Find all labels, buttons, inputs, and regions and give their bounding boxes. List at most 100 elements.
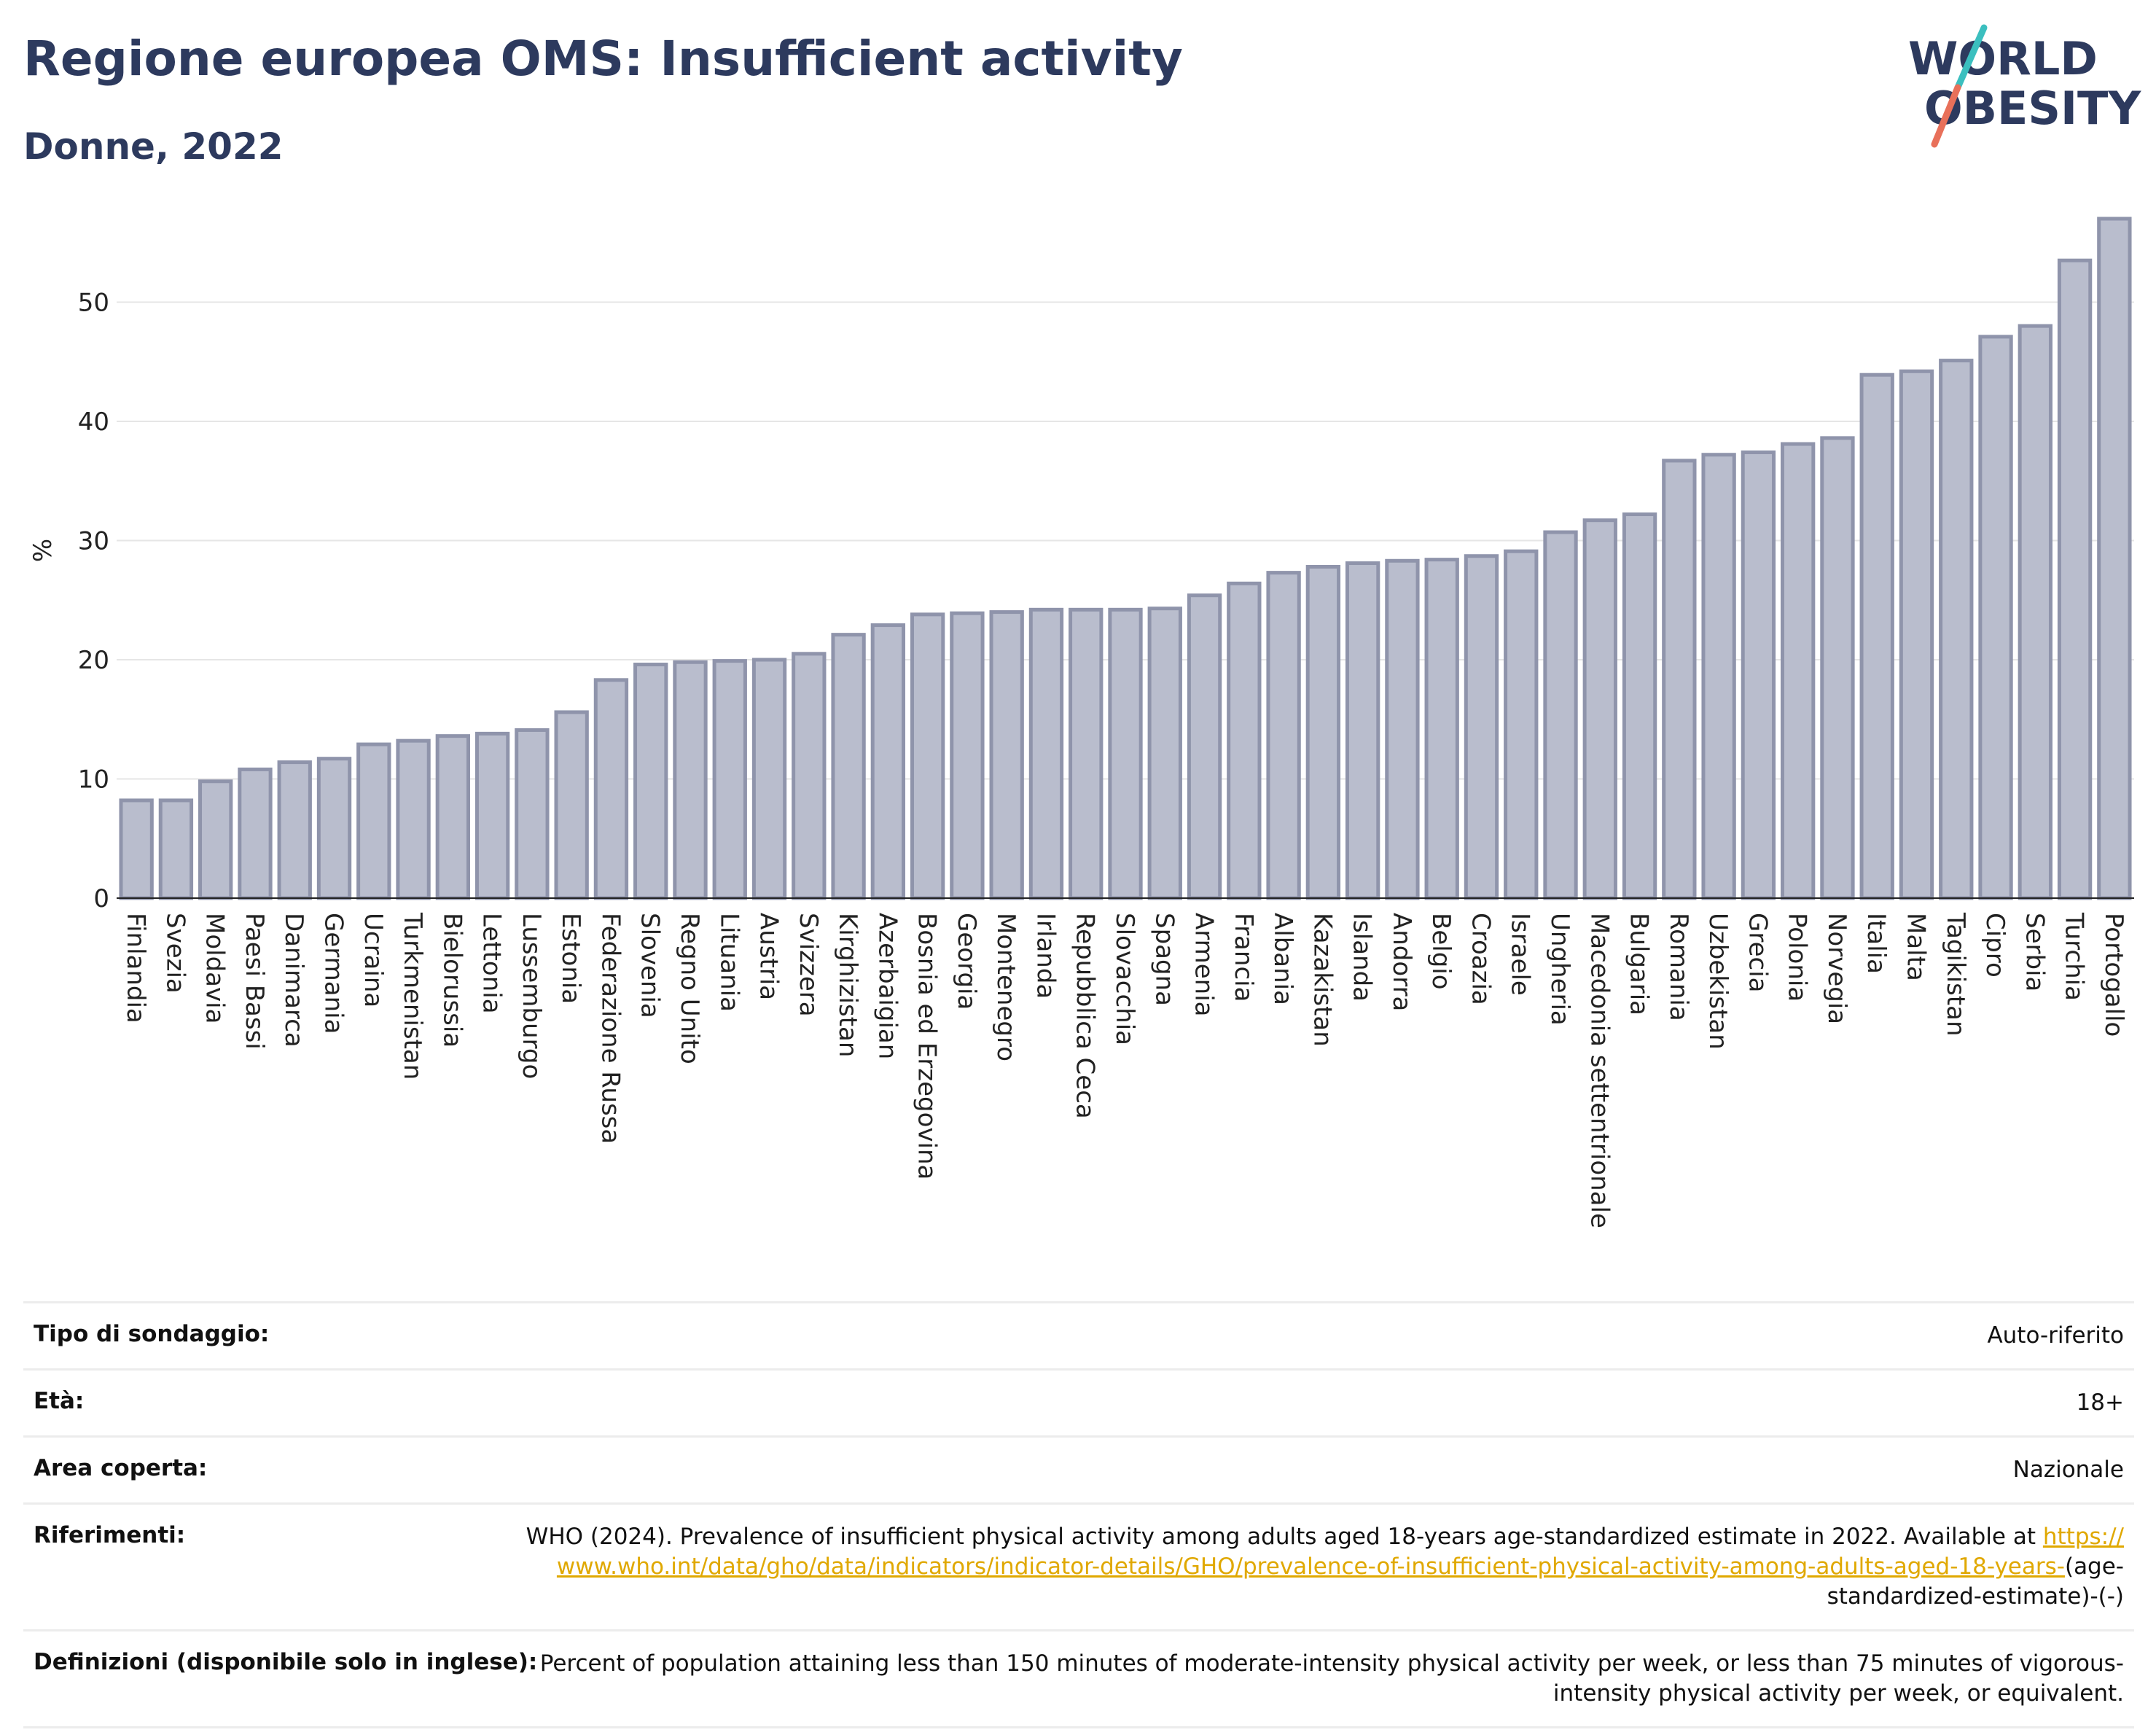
- bar: [593, 678, 629, 900]
- bar: [1978, 335, 2013, 900]
- x-tick-label: Moldavia: [200, 913, 230, 1024]
- bar: [633, 663, 668, 900]
- info-row-definitions: Definizioni (disponibile solo in inglese…: [23, 1629, 2134, 1728]
- references-tail: (age-standardized-estimate)-(-): [1827, 1553, 2124, 1610]
- bar: [1345, 561, 1380, 900]
- x-tick-label: Islanda: [1348, 913, 1377, 1002]
- x-tick-label: Italia: [1862, 913, 1891, 974]
- bar: [1543, 530, 1578, 900]
- x-tick-label: Albania: [1268, 913, 1297, 1005]
- info-label: Tipo di sondaggio:: [34, 1321, 270, 1347]
- bar: [1227, 581, 1262, 900]
- x-tick-label: Finlandia: [121, 913, 150, 1024]
- x-tick-label: Macedonia settentrionale: [1585, 913, 1614, 1228]
- x-tick-label: Andorra: [1387, 913, 1416, 1011]
- bar: [1859, 373, 1894, 900]
- bar: [1424, 558, 1459, 900]
- x-tick-label: Regno Unito: [675, 913, 704, 1064]
- references-text: WHO (2024). Prevalence of insufficient p…: [526, 1524, 2043, 1550]
- bar: [1069, 607, 1104, 900]
- y-tick-label: 40: [78, 408, 109, 437]
- logo-slash-bottom: [1931, 84, 1961, 148]
- x-tick-label: Uzbekistan: [1703, 913, 1733, 1050]
- world-obesity-logo: WORLD OBESITY: [1908, 24, 2141, 148]
- bar: [1464, 554, 1499, 900]
- y-tick-label: 20: [78, 646, 109, 675]
- x-tick-label: Repubblica Ceca: [1071, 913, 1100, 1119]
- x-tick-label: Romania: [1664, 913, 1693, 1021]
- y-tick-label: 10: [78, 765, 109, 794]
- bar: [712, 659, 747, 900]
- y-tick-labels: 0 10 20 30 40 50: [78, 288, 109, 913]
- bar: [2018, 324, 2053, 900]
- bar: [870, 623, 906, 900]
- bar: [2097, 217, 2132, 900]
- x-tick-label: Federazione Russa: [595, 913, 625, 1144]
- logo-line-2: OBESITY: [1924, 82, 2141, 135]
- info-value: WHO (2024). Prevalence of insufficient p…: [520, 1522, 2124, 1612]
- x-tick-label: Croazia: [1466, 913, 1495, 1005]
- x-tick-label: Francia: [1229, 913, 1258, 1002]
- bar: [1028, 607, 1064, 900]
- references-link[interactable]: https://www.who.int/data/gho/data/indica…: [556, 1524, 2124, 1580]
- bar: [515, 728, 550, 900]
- bar: [554, 710, 589, 900]
- x-tick-label: Bielorussia: [437, 913, 466, 1048]
- bar: [1187, 593, 1222, 900]
- bar: [396, 738, 431, 900]
- x-tick-label: Svizzera: [794, 913, 823, 1017]
- y-tick-label: 0: [93, 884, 109, 913]
- bar: [1701, 453, 1736, 900]
- x-tick-label: Austria: [754, 913, 784, 1000]
- bar: [1108, 607, 1143, 900]
- bar: [158, 798, 194, 900]
- x-tick-label: Polonia: [1783, 913, 1812, 1002]
- info-value: 18+: [2076, 1389, 2124, 1416]
- bar: [1622, 512, 1657, 900]
- info-label: Età:: [34, 1388, 85, 1414]
- x-tick-label: Turkmenistan: [398, 912, 427, 1080]
- bar: [1899, 369, 1934, 900]
- x-tick-labels: Finlandia Svezia Moldavia Paesi Bassi Danima…: [121, 912, 2128, 1228]
- logo-slash-top: [1954, 24, 1988, 91]
- x-tick-label: Malta: [1901, 913, 1930, 981]
- x-tick-label: Kazakistan: [1308, 913, 1337, 1047]
- info-table: Tipo di sondaggio: Auto-riferito Età: 18…: [23, 1301, 2134, 1728]
- bar: [277, 760, 312, 900]
- x-tick-label: Estonia: [556, 913, 585, 1004]
- y-tick-label: 30: [78, 526, 109, 555]
- bar: [910, 612, 945, 900]
- x-tick-label: Irlanda: [1031, 913, 1060, 999]
- bar: [673, 660, 708, 900]
- x-tick-label: Kirghizistan: [833, 913, 862, 1057]
- bar: [831, 633, 866, 900]
- bar: [198, 779, 233, 900]
- bar: [1385, 558, 1420, 900]
- x-tick-label: Danimarca: [279, 913, 308, 1048]
- bar: [1741, 450, 1776, 900]
- bar: [792, 652, 827, 900]
- x-tick-label: Lussemburgo: [517, 913, 546, 1079]
- page-title: Regione europea OMS: Insufficient activi…: [23, 31, 1183, 87]
- bar: [238, 767, 273, 900]
- bar: [1939, 359, 1974, 900]
- x-tick-label: Bulgaria: [1625, 913, 1654, 1015]
- x-tick-label: Belgio: [1426, 913, 1456, 990]
- info-row-area: Area coperta: Nazionale: [23, 1435, 2134, 1502]
- info-value: Auto-riferito: [1987, 1322, 2124, 1349]
- bar: [1582, 518, 1617, 900]
- bar: [1305, 564, 1341, 900]
- x-tick-label: Slovenia: [636, 913, 665, 1018]
- info-row-age: Età: 18+: [23, 1368, 2134, 1435]
- x-tick-label: Serbia: [2020, 913, 2049, 991]
- bar: [989, 610, 1024, 900]
- x-tick-label: Lettonia: [477, 913, 507, 1014]
- x-tick-label: Ucraina: [359, 913, 388, 1007]
- x-tick-label: Turchia: [2060, 912, 2089, 1001]
- x-tick-label: Germania: [319, 913, 348, 1034]
- bar: [1662, 459, 1697, 900]
- bar: [435, 734, 471, 900]
- x-tick-label: Portogallo: [2099, 913, 2128, 1037]
- bar: [2057, 258, 2093, 900]
- bar-chart: 0 10 20 30 40 50 Finlandia Svezia Moldavia Paesi…: [28, 217, 2134, 1228]
